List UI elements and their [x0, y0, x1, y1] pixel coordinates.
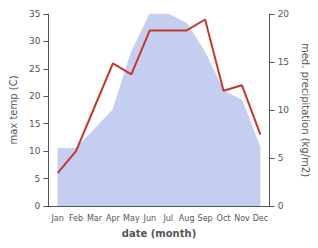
svg-text:Sep: Sep: [198, 214, 213, 223]
svg-text:0: 0: [278, 201, 284, 211]
svg-text:5: 5: [278, 153, 284, 163]
svg-text:25: 25: [29, 64, 40, 74]
svg-text:max temp (C): max temp (C): [8, 75, 19, 144]
svg-text:Aug: Aug: [179, 214, 195, 223]
svg-text:30: 30: [29, 36, 41, 46]
svg-text:May: May: [123, 214, 140, 223]
svg-text:Oct: Oct: [217, 214, 231, 223]
svg-text:med. precipitation (kg/m2): med. precipitation (kg/m2): [300, 43, 311, 177]
svg-text:15: 15: [29, 119, 40, 129]
svg-text:Apr: Apr: [106, 214, 121, 223]
svg-text:15: 15: [278, 57, 289, 67]
svg-text:Feb: Feb: [69, 214, 83, 223]
svg-text:20: 20: [29, 91, 41, 101]
svg-text:10: 10: [278, 105, 290, 115]
svg-text:20: 20: [278, 9, 290, 19]
svg-text:10: 10: [29, 146, 41, 156]
svg-text:Mar: Mar: [87, 214, 103, 223]
svg-text:Dec: Dec: [253, 214, 268, 223]
svg-text:5: 5: [35, 174, 41, 184]
svg-text:Jul: Jul: [162, 214, 173, 223]
svg-text:Nov: Nov: [234, 214, 250, 223]
svg-text:Jun: Jun: [143, 214, 157, 223]
svg-text:date (month): date (month): [122, 228, 196, 239]
svg-text:0: 0: [35, 201, 41, 211]
svg-text:Jan: Jan: [50, 214, 63, 223]
svg-text:35: 35: [29, 9, 40, 19]
